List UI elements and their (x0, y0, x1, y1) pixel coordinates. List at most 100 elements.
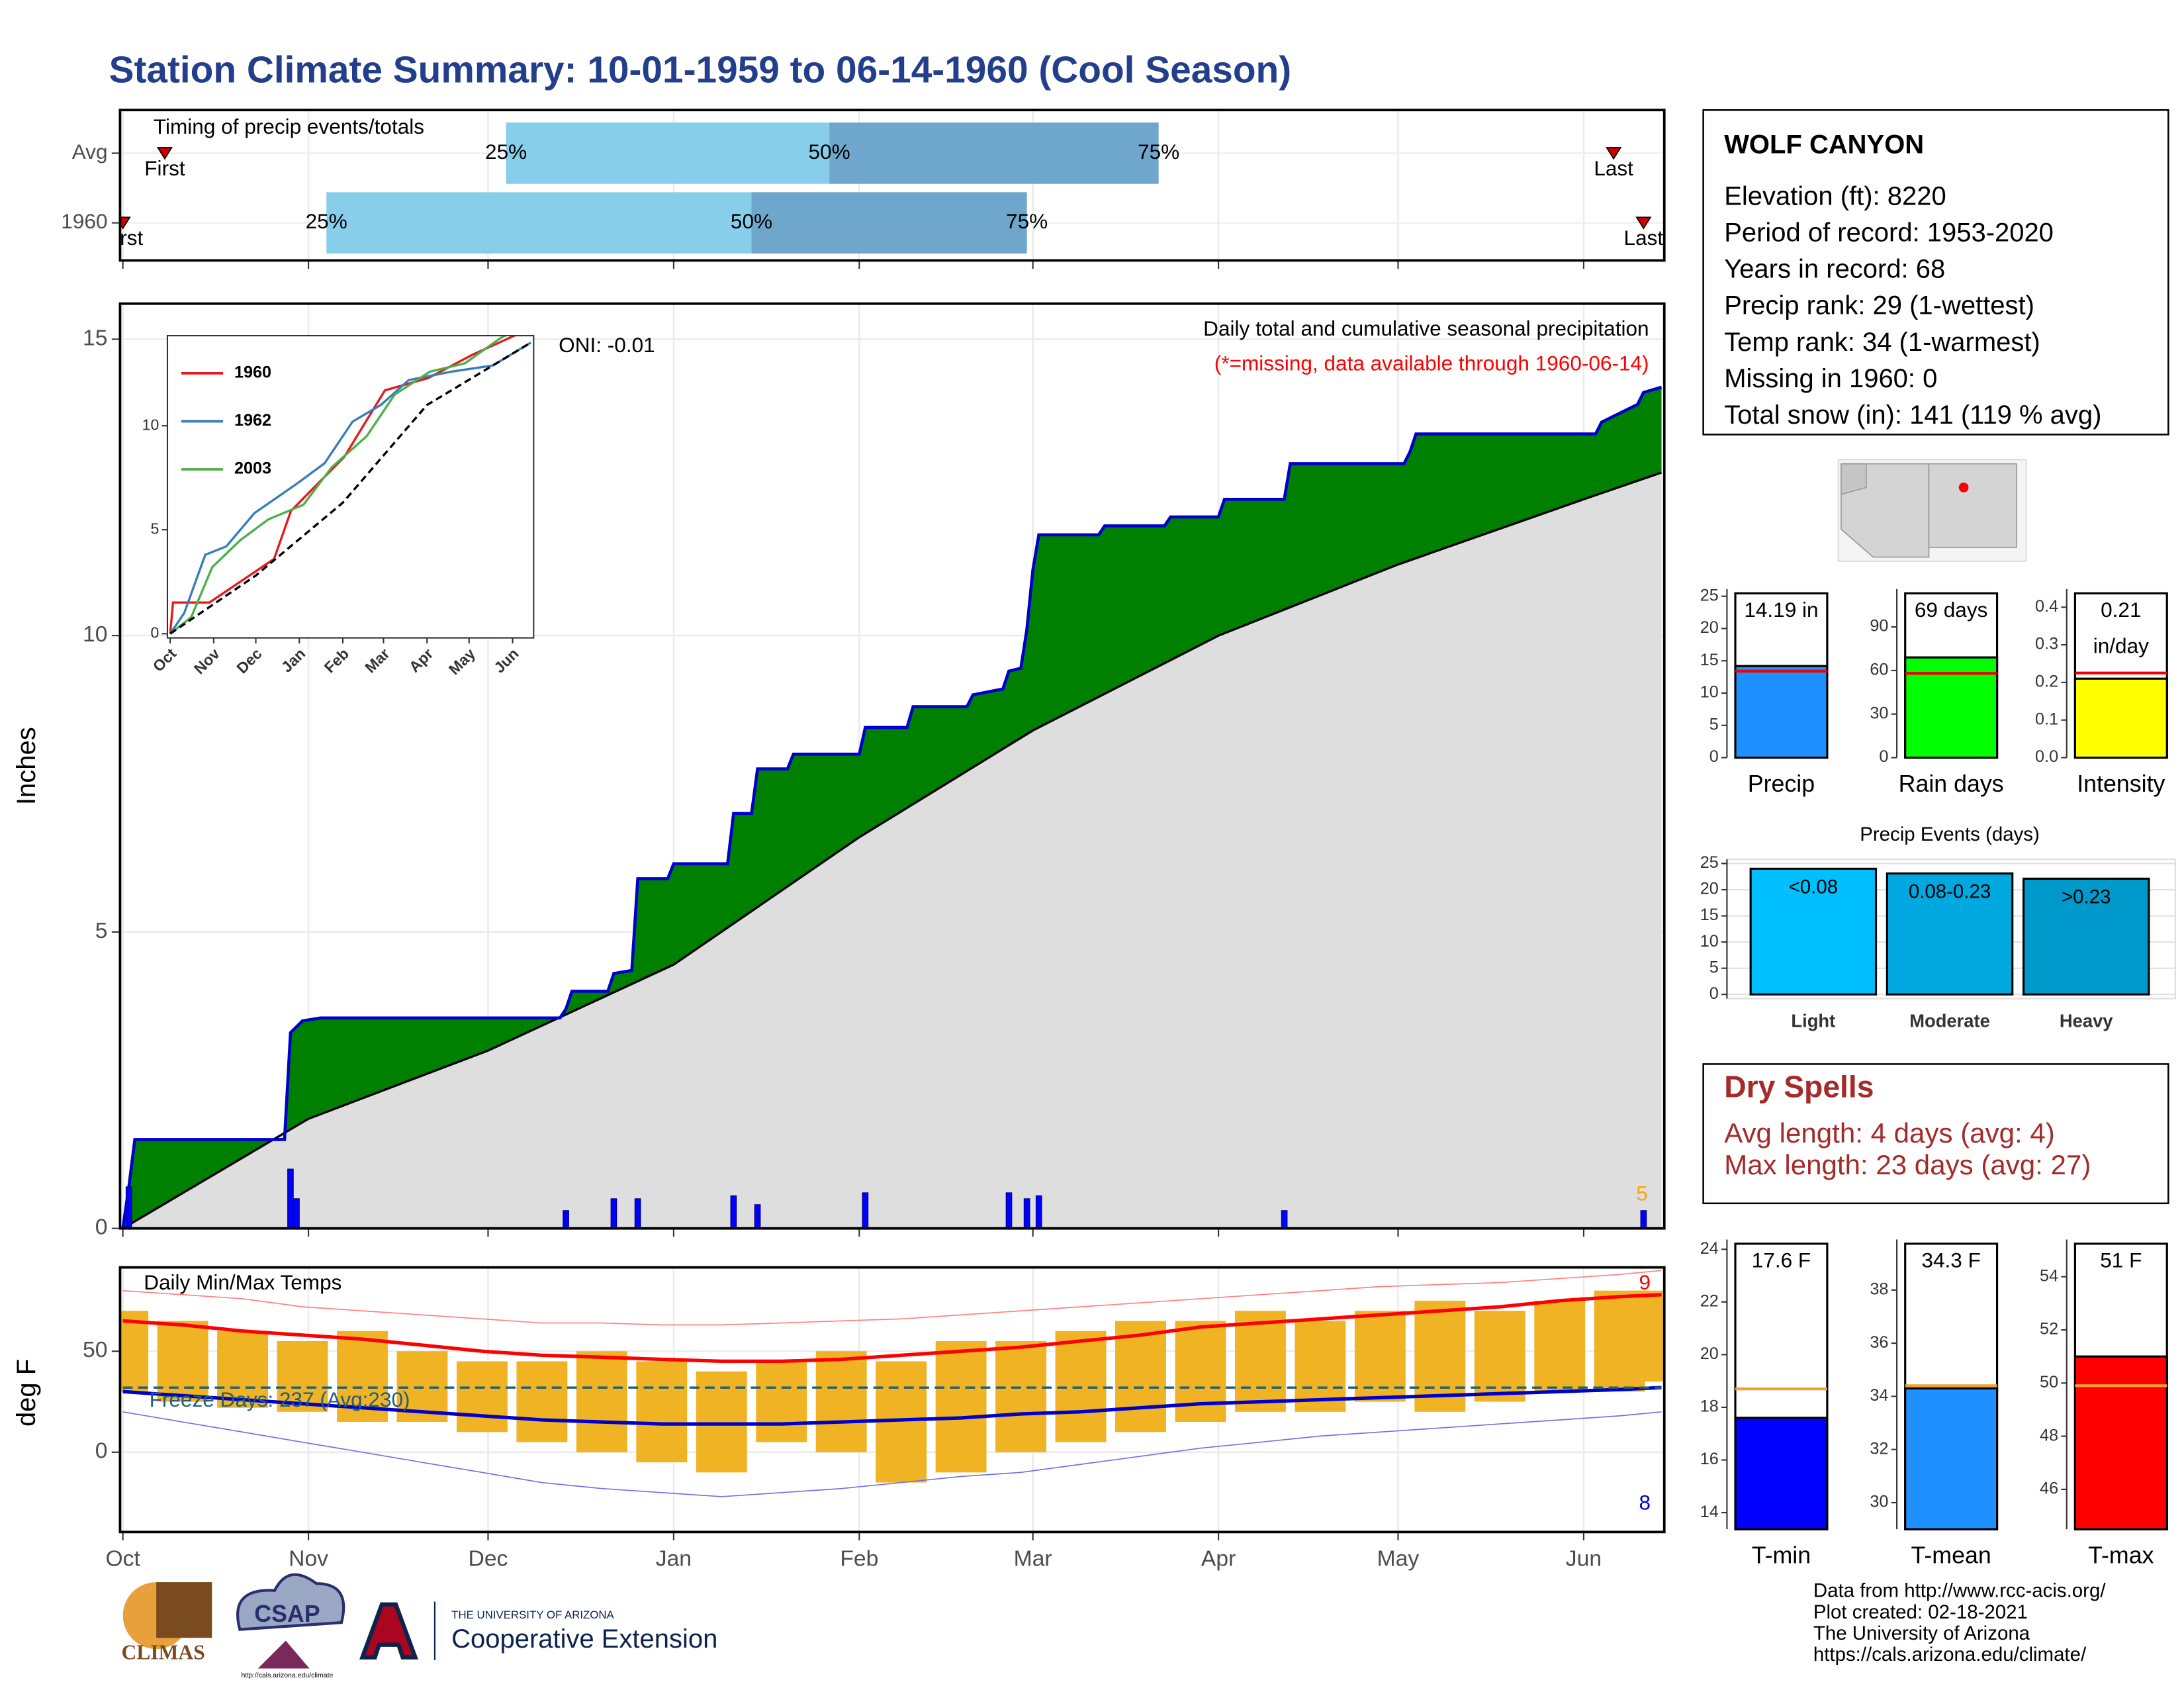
temp-range-bar (217, 1331, 269, 1408)
x-tick-label: Dec (469, 1546, 508, 1571)
value-label: 17.6 F (1752, 1248, 1811, 1272)
inset-border (166, 335, 535, 639)
bar (2073, 1355, 2168, 1530)
value-label: 51 F (2100, 1248, 2142, 1272)
chart-title: Daily total and cumulative seasonal prec… (1203, 316, 1649, 340)
row-label: 1960 (61, 209, 107, 233)
university-name: THE UNIVERSITY OF ARIZONA (451, 1609, 614, 1621)
y-tick-label: 36 (1870, 1333, 1888, 1352)
percentile-label: 50% (731, 209, 772, 233)
station-name: WOLF CANYON (1724, 130, 1924, 159)
value-label: 69 days (1915, 598, 1988, 622)
timing-late (829, 122, 1159, 184)
y-tick-label: 5 (95, 919, 108, 943)
y-tick-label: 0 (95, 1215, 108, 1240)
bar (1734, 1417, 1829, 1530)
freeze-text: Freeze Days: 237 (Avg:230) (150, 1387, 410, 1411)
y-tick-label: 30 (1870, 1493, 1888, 1511)
footer-line: https://cals.arizona.edu/climate/ (1813, 1644, 2087, 1665)
y-tick-label: 14 (1700, 1503, 1719, 1521)
temp-range-bar (1115, 1321, 1166, 1432)
daily-precip-bar (610, 1198, 617, 1229)
value-label: 14.19 in (1744, 598, 1818, 622)
station-box (1702, 109, 2169, 436)
temp-range-bar (1175, 1321, 1226, 1423)
y-axis-title: Inches (12, 727, 41, 805)
timing-marker (156, 147, 173, 160)
logos: CLIMAS CSAP http://cals.arizona.edu/clim… (122, 1573, 717, 1679)
daily-precip-bar (634, 1198, 641, 1229)
station-line: Total snow (in): 141 (119 % avg) (1724, 400, 2101, 430)
y-tick-label: 60 (1870, 661, 1888, 679)
cumulative-area (122, 472, 1662, 1229)
temp-range-bar (1295, 1321, 1346, 1412)
inset-line (169, 342, 531, 635)
y-tick-label: 90 (1870, 617, 1888, 635)
csap-logo: CSAP (254, 1601, 320, 1627)
x-tick-label: Nov (289, 1546, 328, 1571)
timing-early (326, 192, 752, 254)
percentile-label: 25% (306, 209, 347, 233)
value-label: 34.3 F (1921, 1248, 1980, 1272)
temp-border (118, 1266, 1666, 1534)
daily-precip-bar (293, 1198, 300, 1229)
daily-precip-bar (1281, 1210, 1288, 1229)
percentile-label: 75% (1006, 209, 1048, 233)
climas-logo: CLIMAS (122, 1641, 205, 1664)
station-line: Years in record: 68 (1724, 255, 1945, 284)
y-tick-label: 10 (1700, 932, 1719, 951)
category-label: Precip (1748, 771, 1815, 797)
timing-plot: 25% 50% 75% First Last 25% 50% 75% First Last (103, 122, 1664, 254)
locator-map (1837, 459, 2027, 562)
daily-precip-bar (730, 1195, 737, 1229)
page-title: Station Climate Summary: 10-01-1959 to 0… (109, 49, 1292, 91)
event-range: >0.23 (2062, 886, 2111, 908)
timing-marker-label: First (103, 226, 144, 250)
x-tick-label: Mar (1014, 1546, 1052, 1571)
daily-precip-bar (287, 1168, 294, 1229)
temp-title: Daily Min/Max Temps (144, 1270, 341, 1294)
y-tick-label: 10 (1700, 683, 1719, 702)
y-tick-label: 16 (1700, 1450, 1719, 1468)
y-tick-label: 0 (1709, 747, 1719, 766)
category-label: Intensity (2077, 771, 2165, 797)
timing-early (506, 122, 830, 184)
event-range: 0.08-0.23 (1909, 881, 1991, 903)
y-tick-label: 0.2 (2035, 673, 2058, 691)
category-label: Rain days (1899, 771, 2004, 797)
event-category: Heavy (2060, 1011, 2113, 1031)
temp-range-bar (120, 1311, 149, 1392)
value-label: 0.21 (2101, 598, 2141, 622)
y-tick-label: 20 (1700, 618, 1719, 637)
x-tick-label: Jun (1566, 1546, 1602, 1571)
timing-marker (120, 216, 131, 230)
chart-subtitle: (*=missing, data available through 1960-… (1214, 352, 1649, 375)
station-line: Temp rank: 34 (1-warmest) (1724, 328, 2040, 357)
y-tick-label: 32 (1870, 1439, 1888, 1458)
timing-marker (1606, 147, 1622, 160)
percentile-label: 25% (485, 140, 527, 164)
y-tick-label: 18 (1700, 1397, 1719, 1416)
y-tick-label: 0 (1879, 747, 1888, 766)
row-label: Avg (72, 140, 108, 164)
inset-y-tick-label: 5 (150, 520, 159, 537)
csap-url: http://cals.arizona.edu/climate (241, 1671, 333, 1679)
y-tick-label: 25 (1700, 586, 1719, 604)
daily-precip-bar (1005, 1192, 1013, 1229)
daily-precip-bar (862, 1192, 869, 1229)
inset-y-tick-label: 10 (142, 416, 159, 433)
record-low-count: 8 (1639, 1491, 1651, 1515)
temp-line (122, 1293, 1662, 1364)
dry-spell-line: Max length: 23 days (avg: 27) (1724, 1149, 2091, 1180)
event-bar (2022, 877, 2150, 996)
y-tick-label: 15 (1700, 906, 1719, 924)
inset-line (169, 342, 531, 635)
daily-precip-bar (754, 1204, 761, 1229)
count-annotation: 5 (1636, 1182, 1648, 1205)
y-tick-label: 20 (1700, 1344, 1719, 1363)
station-line: Precip rank: 29 (1-wettest) (1724, 291, 2034, 320)
timing-marker-label: First (144, 156, 185, 180)
y-tick-label: 0 (1709, 984, 1719, 1003)
y-tick-label: 22 (1700, 1291, 1719, 1310)
